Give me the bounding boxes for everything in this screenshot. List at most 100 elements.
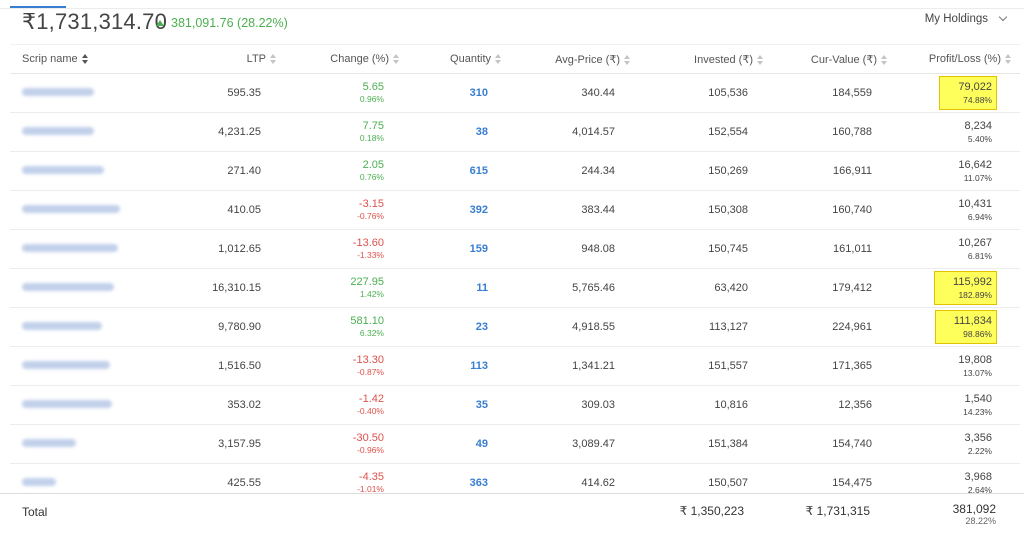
avg-price-cell: 1,341.21 bbox=[510, 346, 639, 386]
scrip-name-redacted bbox=[22, 478, 56, 486]
total-change-value: 381,091.76 (28.22%) bbox=[171, 16, 288, 30]
change-cell: 5.65 0.96% bbox=[285, 73, 408, 113]
change-percent: -0.96% bbox=[357, 445, 384, 456]
pl-percent: 14.23% bbox=[963, 406, 992, 417]
table-header-row: Scrip name LTP Change (%) Quantity Avg-P… bbox=[10, 44, 1020, 74]
table-row[interactable]: 410.05 -3.15 -0.76% 392 383.44 150,308 160,740… bbox=[10, 190, 1020, 230]
sort-icon bbox=[1005, 54, 1011, 65]
column-header-quantity[interactable]: Quantity bbox=[408, 44, 510, 74]
table-row[interactable]: 3,157.95 -30.50 -0.96% 49 3,089.47 151,384 154… bbox=[10, 424, 1020, 464]
pl-value: 79,022 bbox=[958, 80, 992, 93]
pl-percent: 6.81% bbox=[967, 250, 992, 261]
ltp-cell: 9,780.90 bbox=[168, 307, 285, 347]
scrip-name-cell[interactable] bbox=[10, 424, 168, 464]
change-cell: -13.30 -0.87% bbox=[285, 346, 408, 386]
scrip-name-cell[interactable] bbox=[10, 229, 168, 269]
active-tab-indicator bbox=[10, 6, 66, 8]
cur-value-cell: 161,011 bbox=[772, 229, 896, 269]
column-header-scrip[interactable]: Scrip name bbox=[10, 44, 168, 74]
profit-loss-value-highlighted: 79,022 74.88% bbox=[939, 75, 997, 111]
totals-label: Total bbox=[22, 505, 48, 519]
pl-value: 10,431 bbox=[958, 197, 992, 210]
total-cur-value: ₹ 1,731,315 bbox=[805, 504, 870, 518]
table-row[interactable]: 4,231.25 7.75 0.18% 38 4,014.57 152,554 160,78… bbox=[10, 112, 1020, 152]
column-header-change[interactable]: Change (%) bbox=[285, 44, 408, 74]
pl-value: 1,540 bbox=[964, 392, 992, 405]
table-row[interactable]: 425.55 -4.35 -1.01% 363 414.62 150,507 154,475… bbox=[10, 463, 1020, 503]
scrip-name-cell[interactable] bbox=[10, 151, 168, 191]
table-row[interactable]: 271.40 2.05 0.76% 615 244.34 150,269 166,911 16… bbox=[10, 151, 1020, 191]
column-header-cur-value[interactable]: Cur-Value (₹) bbox=[772, 44, 896, 74]
change-percent: 0.18% bbox=[359, 133, 384, 144]
invested-cell: 113,127 bbox=[639, 307, 772, 347]
quantity-cell: 392 bbox=[408, 190, 510, 230]
scrip-name-redacted bbox=[22, 439, 76, 447]
scrip-name-cell[interactable] bbox=[10, 346, 168, 386]
invested-cell: 150,308 bbox=[639, 190, 772, 230]
invested-cell: 150,745 bbox=[639, 229, 772, 269]
pl-value: 8,234 bbox=[964, 119, 992, 132]
scrip-name-cell[interactable] bbox=[10, 307, 168, 347]
avg-price-cell: 4,014.57 bbox=[510, 112, 639, 152]
profit-loss-value: 3,968 2.64% bbox=[960, 467, 996, 499]
change-value: -30.50 bbox=[352, 431, 384, 444]
ltp-cell: 3,157.95 bbox=[168, 424, 285, 464]
totals-row: Total ₹ 1,350,223 ₹ 1,731,315 381,092 28… bbox=[0, 493, 1024, 533]
invested-cell: 152,554 bbox=[639, 112, 772, 152]
avg-price-cell: 340.44 bbox=[510, 73, 639, 113]
scrip-name-cell[interactable] bbox=[10, 268, 168, 308]
table-row[interactable]: 595.35 5.65 0.96% 310 340.44 105,536 184,559 79… bbox=[10, 73, 1020, 113]
table-row[interactable]: 353.02 -1.42 -0.40% 35 309.03 10,816 12,356 1,5… bbox=[10, 385, 1020, 425]
column-header-ltp[interactable]: LTP bbox=[168, 44, 285, 74]
avg-price-cell: 5,765.46 bbox=[510, 268, 639, 308]
scrip-name-redacted bbox=[22, 400, 112, 408]
pl-percent: 6.94% bbox=[967, 211, 992, 222]
quantity-cell: 49 bbox=[408, 424, 510, 464]
quantity-cell: 11 bbox=[408, 268, 510, 308]
change-cell: -13.60 -1.33% bbox=[285, 229, 408, 269]
total-invested: ₹ 1,350,223 bbox=[679, 504, 744, 518]
pl-percent: 98.86% bbox=[963, 328, 992, 339]
pl-value: 3,356 bbox=[964, 431, 992, 444]
cur-value-cell: 166,911 bbox=[772, 151, 896, 191]
holdings-filter-dropdown[interactable]: My Holdings bbox=[925, 12, 1008, 25]
ltp-cell: 1,516.50 bbox=[168, 346, 285, 386]
scrip-name-cell[interactable] bbox=[10, 73, 168, 113]
scrip-name-redacted bbox=[22, 205, 120, 213]
change-percent: 0.76% bbox=[359, 172, 384, 183]
profit-loss-value-highlighted: 115,992 182.89% bbox=[934, 270, 997, 306]
profit-loss-cell: 19,808 13.07% bbox=[896, 346, 1020, 386]
pl-value: 16,642 bbox=[958, 158, 992, 171]
table-row[interactable]: 16,310.15 227.95 1.42% 11 5,765.46 63,420 179,… bbox=[10, 268, 1020, 308]
avg-price-cell: 3,089.47 bbox=[510, 424, 639, 464]
scrip-name-cell[interactable] bbox=[10, 385, 168, 425]
change-cell: 581.10 6.32% bbox=[285, 307, 408, 347]
change-value: -1.42 bbox=[358, 392, 384, 405]
profit-loss-value: 3,356 2.22% bbox=[960, 428, 996, 460]
change-percent: -1.33% bbox=[357, 250, 384, 261]
profit-loss-value: 8,234 5.40% bbox=[960, 116, 996, 148]
profit-loss-value: 19,808 13.07% bbox=[954, 350, 996, 382]
change-percent: -0.76% bbox=[357, 211, 384, 222]
table-row[interactable]: 9,780.90 581.10 6.32% 23 4,918.55 113,127 224,… bbox=[10, 307, 1020, 347]
column-header-avg-price[interactable]: Avg-Price (₹) bbox=[510, 44, 639, 74]
profit-loss-cell: 79,022 74.88% bbox=[896, 73, 1020, 113]
sort-icon bbox=[495, 54, 501, 65]
column-header-profit-loss[interactable]: Profit/Loss (%) bbox=[896, 44, 1020, 74]
scrip-name-cell[interactable] bbox=[10, 190, 168, 230]
change-percent: -0.87% bbox=[357, 367, 384, 378]
scrip-name-cell[interactable] bbox=[10, 112, 168, 152]
sort-icon bbox=[81, 54, 88, 65]
table-row[interactable]: 1,012.65 -13.60 -1.33% 159 948.08 150,745 161,… bbox=[10, 229, 1020, 269]
quantity-cell: 615 bbox=[408, 151, 510, 191]
cur-value-cell: 224,961 bbox=[772, 307, 896, 347]
invested-cell: 10,816 bbox=[639, 385, 772, 425]
table-row[interactable]: 1,516.50 -13.30 -0.87% 113 1,341.21 151,557 17… bbox=[10, 346, 1020, 386]
column-header-invested[interactable]: Invested (₹) bbox=[639, 44, 772, 74]
pl-value: 19,808 bbox=[958, 353, 992, 366]
ltp-cell: 271.40 bbox=[168, 151, 285, 191]
quantity-cell: 23 bbox=[408, 307, 510, 347]
sort-icon bbox=[624, 54, 630, 65]
sort-icon bbox=[881, 54, 887, 65]
pl-percent: 74.88% bbox=[963, 94, 992, 105]
